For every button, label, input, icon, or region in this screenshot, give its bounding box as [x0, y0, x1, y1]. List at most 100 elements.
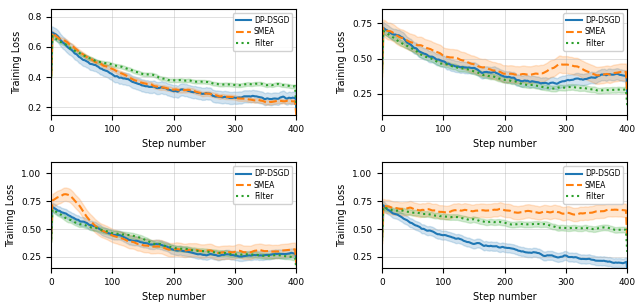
X-axis label: Step number: Step number	[473, 292, 536, 302]
Filter	[182, 247, 190, 251]
DP-DSGD	[182, 249, 190, 253]
SMEA	[513, 211, 521, 215]
SMEA	[378, 67, 386, 70]
DP-DSGD	[559, 79, 566, 83]
SMEA	[49, 31, 56, 35]
Line: Filter: Filter	[51, 36, 296, 107]
Filter	[380, 29, 387, 33]
DP-DSGD	[559, 255, 566, 258]
Filter	[171, 79, 179, 82]
SMEA	[411, 42, 419, 45]
Line: Filter: Filter	[51, 209, 296, 269]
DP-DSGD	[80, 220, 88, 224]
Filter	[47, 75, 55, 78]
Line: SMEA: SMEA	[382, 28, 627, 95]
Filter	[513, 80, 521, 84]
DP-DSGD	[292, 262, 300, 265]
SMEA	[171, 247, 179, 251]
Filter	[380, 205, 387, 209]
DP-DSGD	[204, 253, 212, 257]
SMEA	[467, 209, 475, 213]
Filter	[535, 84, 543, 88]
Line: DP-DSGD: DP-DSGD	[382, 28, 627, 93]
DP-DSGD	[467, 66, 475, 70]
DP-DSGD	[378, 230, 386, 233]
Line: DP-DSGD: DP-DSGD	[51, 32, 296, 111]
Filter	[136, 236, 144, 240]
SMEA	[535, 72, 543, 75]
DP-DSGD	[623, 91, 631, 95]
DP-DSGD	[227, 253, 235, 257]
Filter	[411, 211, 419, 214]
DP-DSGD	[136, 240, 144, 244]
Filter	[378, 68, 386, 72]
X-axis label: Step number: Step number	[142, 292, 205, 302]
SMEA	[292, 114, 300, 118]
Legend: DP-DSGD, SMEA, Filter: DP-DSGD, SMEA, Filter	[563, 13, 623, 51]
DP-DSGD	[48, 30, 56, 34]
DP-DSGD	[80, 58, 88, 62]
Filter	[378, 236, 386, 240]
DP-DSGD	[136, 83, 144, 86]
DP-DSGD	[378, 59, 386, 63]
Filter	[227, 83, 235, 87]
Filter	[502, 78, 509, 82]
SMEA	[623, 93, 631, 97]
Line: Filter: Filter	[382, 207, 627, 252]
SMEA	[182, 249, 190, 252]
SMEA	[204, 92, 212, 95]
Legend: DP-DSGD, SMEA, Filter: DP-DSGD, SMEA, Filter	[232, 166, 292, 204]
Filter	[411, 48, 419, 52]
DP-DSGD	[182, 88, 190, 92]
Filter	[204, 80, 212, 84]
Filter	[502, 221, 509, 225]
SMEA	[559, 212, 566, 215]
SMEA	[559, 63, 566, 67]
SMEA	[171, 88, 179, 91]
DP-DSGD	[411, 223, 419, 227]
SMEA	[204, 249, 212, 252]
X-axis label: Step number: Step number	[142, 139, 205, 149]
DP-DSGD	[171, 248, 179, 252]
Line: SMEA: SMEA	[51, 194, 296, 263]
SMEA	[292, 261, 300, 265]
DP-DSGD	[47, 231, 55, 235]
Filter	[623, 250, 631, 254]
SMEA	[136, 242, 144, 246]
Line: DP-DSGD: DP-DSGD	[51, 207, 296, 264]
DP-DSGD	[48, 205, 56, 209]
Filter	[80, 54, 88, 57]
SMEA	[411, 207, 419, 211]
Filter	[49, 208, 56, 211]
Filter	[80, 223, 88, 227]
Y-axis label: Training Loss: Training Loss	[6, 184, 16, 247]
Line: SMEA: SMEA	[382, 205, 627, 240]
DP-DSGD	[513, 78, 521, 82]
Line: SMEA: SMEA	[51, 33, 296, 116]
DP-DSGD	[292, 109, 300, 113]
Filter	[47, 237, 55, 241]
SMEA	[378, 235, 386, 239]
Filter	[559, 86, 566, 90]
SMEA	[502, 72, 509, 75]
DP-DSGD	[535, 251, 543, 255]
DP-DSGD	[535, 81, 543, 84]
SMEA	[80, 53, 88, 57]
SMEA	[61, 192, 69, 196]
Filter	[623, 103, 631, 107]
DP-DSGD	[379, 26, 387, 30]
Line: DP-DSGD: DP-DSGD	[382, 205, 627, 270]
DP-DSGD	[411, 46, 419, 50]
DP-DSGD	[227, 96, 235, 100]
Filter	[292, 105, 300, 109]
DP-DSGD	[513, 248, 521, 252]
Y-axis label: Training Loss: Training Loss	[337, 30, 347, 94]
SMEA	[535, 211, 543, 215]
Filter	[513, 222, 521, 226]
Filter	[467, 218, 475, 222]
SMEA	[227, 250, 235, 254]
DP-DSGD	[623, 268, 631, 271]
Legend: DP-DSGD, SMEA, Filter: DP-DSGD, SMEA, Filter	[232, 13, 292, 51]
Filter	[559, 226, 566, 229]
DP-DSGD	[171, 89, 179, 93]
